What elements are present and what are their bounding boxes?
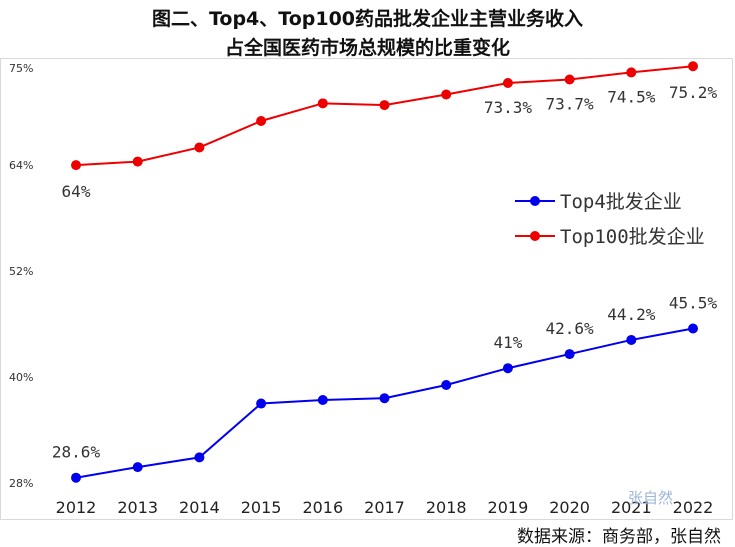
x-tick-label: 2019 (488, 498, 529, 517)
data-label-top100: 74.5% (607, 87, 656, 106)
data-point-top4 (626, 334, 637, 345)
x-tick-label: 2015 (241, 498, 282, 517)
x-tick-label: 2021 (611, 498, 652, 517)
y-tick-label: 64% (9, 159, 33, 172)
data-label-top4: 41% (493, 333, 522, 352)
data-point-top100 (626, 67, 637, 78)
data-label-top4: 28.6% (52, 443, 101, 462)
series-line-top100 (75, 65, 694, 167)
chart-subtitle: 占全国医药市场总规模的比重变化 (224, 37, 510, 59)
data-point-top100 (564, 74, 575, 85)
data-point-top4 (256, 398, 267, 409)
data-point-top100 (317, 98, 328, 109)
x-tick-label: 2013 (117, 498, 158, 517)
x-tick-label: 2016 (302, 498, 343, 517)
data-point-top100 (71, 160, 81, 171)
legend-marker (530, 196, 540, 206)
data-point-top100 (194, 142, 205, 153)
legend-marker (530, 231, 540, 241)
legend-label: Top100批发企业 (560, 226, 705, 248)
data-point-top100 (379, 100, 390, 111)
data-point-top100 (688, 61, 698, 72)
data-point-top4 (317, 395, 328, 405)
x-tick-label: 2017 (364, 498, 405, 517)
legend-label: Top4批发企业 (560, 191, 682, 213)
data-label-top100: 75.2% (669, 83, 718, 102)
chart-frame (0, 58, 733, 520)
x-tick-label: 2020 (549, 498, 590, 517)
data-point-top4 (71, 472, 81, 483)
watermark: 张自然 (628, 489, 674, 507)
data-label-top100: 64% (62, 182, 91, 201)
data-point-top4 (502, 363, 513, 374)
data-point-top4 (132, 462, 143, 473)
data-label-top4: 44.2% (607, 305, 656, 324)
source-note: 数据来源：商务部，张自然 (517, 527, 721, 547)
data-point-top100 (256, 115, 267, 126)
data-label-top100: 73.7% (546, 94, 595, 113)
x-tick-label: 2012 (56, 498, 97, 517)
data-point-top100 (132, 156, 143, 167)
data-label-top4: 42.6% (546, 319, 595, 338)
data-point-top100 (441, 89, 452, 100)
data-point-top100 (502, 78, 513, 89)
data-label-top100: 73.3% (484, 98, 533, 117)
data-point-top4 (441, 379, 452, 390)
chart-title: 图二、Top4、Top100药品批发企业主营业务收入 (151, 8, 584, 30)
x-tick-label: 2022 (673, 498, 714, 517)
data-point-top4 (194, 452, 205, 463)
data-label-top4: 45.5% (669, 293, 718, 312)
x-tick-label: 2018 (426, 498, 467, 517)
y-tick-label: 75% (9, 62, 33, 75)
data-point-top4 (379, 393, 390, 404)
x-tick-label: 2014 (179, 498, 220, 517)
y-tick-label: 28% (9, 477, 33, 490)
data-point-top4 (564, 349, 575, 360)
y-tick-label: 40% (9, 371, 33, 384)
data-point-top4 (688, 323, 698, 334)
y-tick-label: 52% (9, 265, 33, 278)
